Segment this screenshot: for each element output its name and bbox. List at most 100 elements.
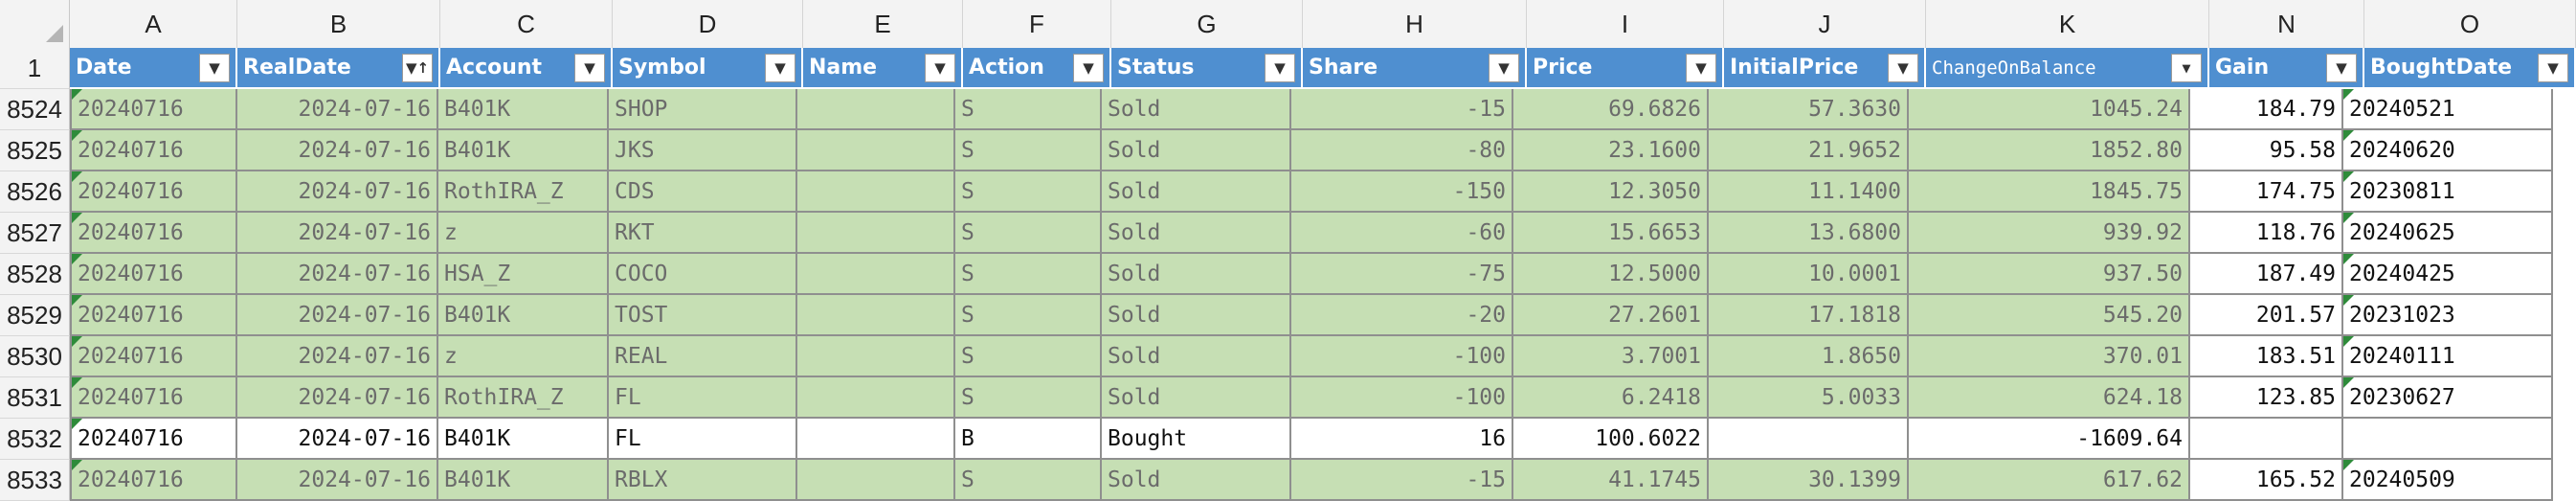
cell-changeonbalance[interactable]: 545.20 (1907, 295, 2190, 336)
cell-boughtdate[interactable] (2341, 419, 2553, 460)
table-header-name[interactable]: Name ▼ (803, 48, 963, 89)
cell-share[interactable]: 16 (1289, 419, 1513, 460)
cell-status[interactable]: Sold (1100, 89, 1291, 130)
filter-dropdown-icon[interactable]: ▼ (1073, 54, 1104, 82)
cell-name[interactable] (795, 213, 955, 254)
cell-date[interactable]: 20240716 (70, 89, 237, 130)
filter-dropdown-icon[interactable]: ▼ (925, 54, 955, 82)
cell-share[interactable]: -60 (1289, 213, 1513, 254)
column-header-e[interactable]: E (803, 0, 963, 48)
cell-price[interactable]: 23.1600 (1512, 130, 1709, 171)
table-header-boughtdate[interactable]: BoughtDate ▼ (2364, 48, 2576, 89)
row-number[interactable]: 8525 (0, 130, 70, 171)
cell-action[interactable]: S (953, 336, 1102, 377)
cell-date[interactable]: 20240716 (70, 171, 237, 213)
cell-initialprice[interactable]: 11.1400 (1707, 171, 1909, 213)
cell-action[interactable]: B (953, 419, 1102, 460)
cell-initialprice[interactable]: 1.8650 (1707, 336, 1909, 377)
cell-gain[interactable]: 183.51 (2188, 336, 2343, 377)
row-number[interactable]: 8524 (0, 89, 70, 130)
cell-changeonbalance[interactable]: -1609.64 (1907, 419, 2190, 460)
cell-changeonbalance[interactable]: 1852.80 (1907, 130, 2190, 171)
cell-date[interactable]: 20240716 (70, 377, 237, 419)
cell-account[interactable]: HSA_Z (437, 254, 609, 295)
cell-action[interactable]: S (953, 171, 1102, 213)
cell-gain[interactable]: 118.76 (2188, 213, 2343, 254)
cell-name[interactable] (795, 336, 955, 377)
row-number[interactable]: 8526 (0, 171, 70, 213)
cell-changeonbalance[interactable]: 624.18 (1907, 377, 2190, 419)
cell-status[interactable]: Sold (1100, 213, 1291, 254)
cell-share[interactable]: -15 (1289, 460, 1513, 501)
cell-price[interactable]: 27.2601 (1512, 295, 1709, 336)
cell-symbol[interactable]: FL (607, 419, 797, 460)
cell-date[interactable]: 20240716 (70, 130, 237, 171)
cell-share[interactable]: -100 (1289, 336, 1513, 377)
table-header-share[interactable]: Share ▼ (1303, 48, 1527, 89)
filter-dropdown-icon[interactable]: ▼ (2538, 54, 2568, 82)
cell-status[interactable]: Sold (1100, 171, 1291, 213)
cell-account[interactable]: RothIRA_Z (437, 171, 609, 213)
table-header-initialprice[interactable]: InitialPrice ▼ (1724, 48, 1926, 89)
row-number[interactable]: 8530 (0, 336, 70, 377)
cell-status[interactable]: Bought (1100, 419, 1291, 460)
cell-changeonbalance[interactable]: 937.50 (1907, 254, 2190, 295)
cell-gain[interactable]: 201.57 (2188, 295, 2343, 336)
cell-price[interactable]: 15.6653 (1512, 213, 1709, 254)
filter-dropdown-icon[interactable]: ▼ (199, 54, 230, 82)
cell-initialprice[interactable]: 57.3630 (1707, 89, 1909, 130)
cell-changeonbalance[interactable]: 939.92 (1907, 213, 2190, 254)
cell-action[interactable]: S (953, 89, 1102, 130)
cell-boughtdate[interactable]: 20240620 (2341, 130, 2553, 171)
row-number[interactable]: 8532 (0, 419, 70, 460)
cell-date[interactable]: 20240716 (70, 336, 237, 377)
cell-share[interactable]: -15 (1289, 89, 1513, 130)
cell-initialprice[interactable]: 13.6800 (1707, 213, 1909, 254)
cell-changeonbalance[interactable]: 617.62 (1907, 460, 2190, 501)
column-header-d[interactable]: D (613, 0, 803, 48)
cell-boughtdate[interactable]: 20240111 (2341, 336, 2553, 377)
cell-boughtdate[interactable]: 20240509 (2341, 460, 2553, 501)
row-number[interactable]: 8529 (0, 295, 70, 336)
column-header-k[interactable]: K (1926, 0, 2209, 48)
cell-account[interactable]: B401K (437, 89, 609, 130)
table-header-account[interactable]: Account ▼ (440, 48, 613, 89)
cell-name[interactable] (795, 89, 955, 130)
cell-initialprice[interactable]: 30.1399 (1707, 460, 1909, 501)
cell-changeonbalance[interactable]: 1845.75 (1907, 171, 2190, 213)
filter-dropdown-icon[interactable]: ▼ (1686, 54, 1716, 82)
cell-gain[interactable]: 95.58 (2188, 130, 2343, 171)
cell-date[interactable]: 20240716 (70, 460, 237, 501)
column-header-o[interactable]: O (2364, 0, 2576, 48)
cell-date[interactable]: 20240716 (70, 213, 237, 254)
row-number[interactable]: 8528 (0, 254, 70, 295)
row-number[interactable]: 8533 (0, 460, 70, 501)
table-header-date[interactable]: Date ▼ (70, 48, 237, 89)
cell-status[interactable]: Sold (1100, 295, 1291, 336)
cell-action[interactable]: S (953, 254, 1102, 295)
cell-account[interactable]: B401K (437, 460, 609, 501)
cell-action[interactable]: S (953, 377, 1102, 419)
table-header-gain[interactable]: Gain ▼ (2209, 48, 2364, 89)
filter-dropdown-icon[interactable]: ▼ (2171, 54, 2202, 82)
cell-share[interactable]: -100 (1289, 377, 1513, 419)
cell-realdate[interactable]: 2024-07-16 (235, 130, 438, 171)
filter-dropdown-icon[interactable]: ▼ (1489, 54, 1519, 82)
cell-symbol[interactable]: CDS (607, 171, 797, 213)
filter-dropdown-icon[interactable]: ▼ (574, 54, 605, 82)
column-header-g[interactable]: G (1111, 0, 1303, 48)
cell-action[interactable]: S (953, 295, 1102, 336)
cell-action[interactable]: S (953, 213, 1102, 254)
column-header-b[interactable]: B (237, 0, 440, 48)
cell-account[interactable]: z (437, 336, 609, 377)
cell-price[interactable]: 12.3050 (1512, 171, 1709, 213)
cell-symbol[interactable]: JKS (607, 130, 797, 171)
filter-dropdown-icon[interactable]: ▼ (765, 54, 795, 82)
cell-realdate[interactable]: 2024-07-16 (235, 377, 438, 419)
cell-name[interactable] (795, 419, 955, 460)
cell-name[interactable] (795, 254, 955, 295)
cell-symbol[interactable]: FL (607, 377, 797, 419)
cell-symbol[interactable]: REAL (607, 336, 797, 377)
cell-price[interactable]: 3.7001 (1512, 336, 1709, 377)
cell-realdate[interactable]: 2024-07-16 (235, 89, 438, 130)
